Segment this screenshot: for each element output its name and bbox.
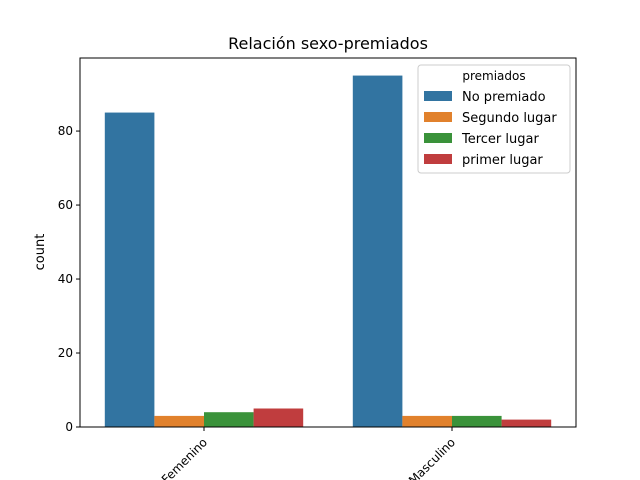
bar-masculino-primer-lugar (501, 419, 552, 427)
y-axis: 0 20 40 60 80 (58, 124, 80, 434)
legend-title: premiados (462, 69, 525, 83)
bar-femenino-tercer-lugar (204, 412, 254, 427)
x-axis: Femenino Masculino (159, 427, 458, 480)
legend-swatch-tercer-lugar (424, 133, 452, 143)
bar-femenino-no-premiado (104, 112, 155, 427)
y-tick-label: 40 (58, 272, 73, 286)
y-tick-label: 20 (58, 346, 73, 360)
x-tick-label: Masculino (406, 435, 458, 480)
y-axis-label: count (33, 234, 48, 271)
legend-swatch-segundo-lugar (424, 112, 452, 122)
legend-label-tercer-lugar: Tercer lugar (461, 132, 539, 147)
legend-label-no-premiado: No premiado (462, 90, 546, 105)
chart-title: Relación sexo-premiados (228, 34, 428, 53)
legend-box (417, 64, 571, 174)
legend-swatch-primer-lugar (424, 154, 452, 164)
x-tick-label: Femenino (159, 435, 210, 480)
plot-area (79, 57, 577, 428)
legend-label-segundo-lugar: Segundo lugar (462, 111, 557, 126)
y-tick-label: 60 (58, 198, 73, 212)
bar-femenino-primer-lugar (253, 408, 304, 427)
legend: premiados No premiado Segundo lugar Tercer … (417, 64, 571, 174)
bar-masculino-no-premiado (352, 75, 403, 427)
bar-femenino-segundo-lugar (154, 415, 204, 427)
plot-frame (79, 57, 577, 428)
legend-label-primer-lugar: primer lugar (462, 153, 543, 168)
bar-masculino-segundo-lugar (402, 415, 452, 427)
legend-swatch-no-premiado (424, 91, 452, 101)
bar-masculino-tercer-lugar (452, 415, 502, 427)
y-tick-label: 0 (65, 420, 73, 434)
y-tick-label: 80 (58, 124, 73, 138)
